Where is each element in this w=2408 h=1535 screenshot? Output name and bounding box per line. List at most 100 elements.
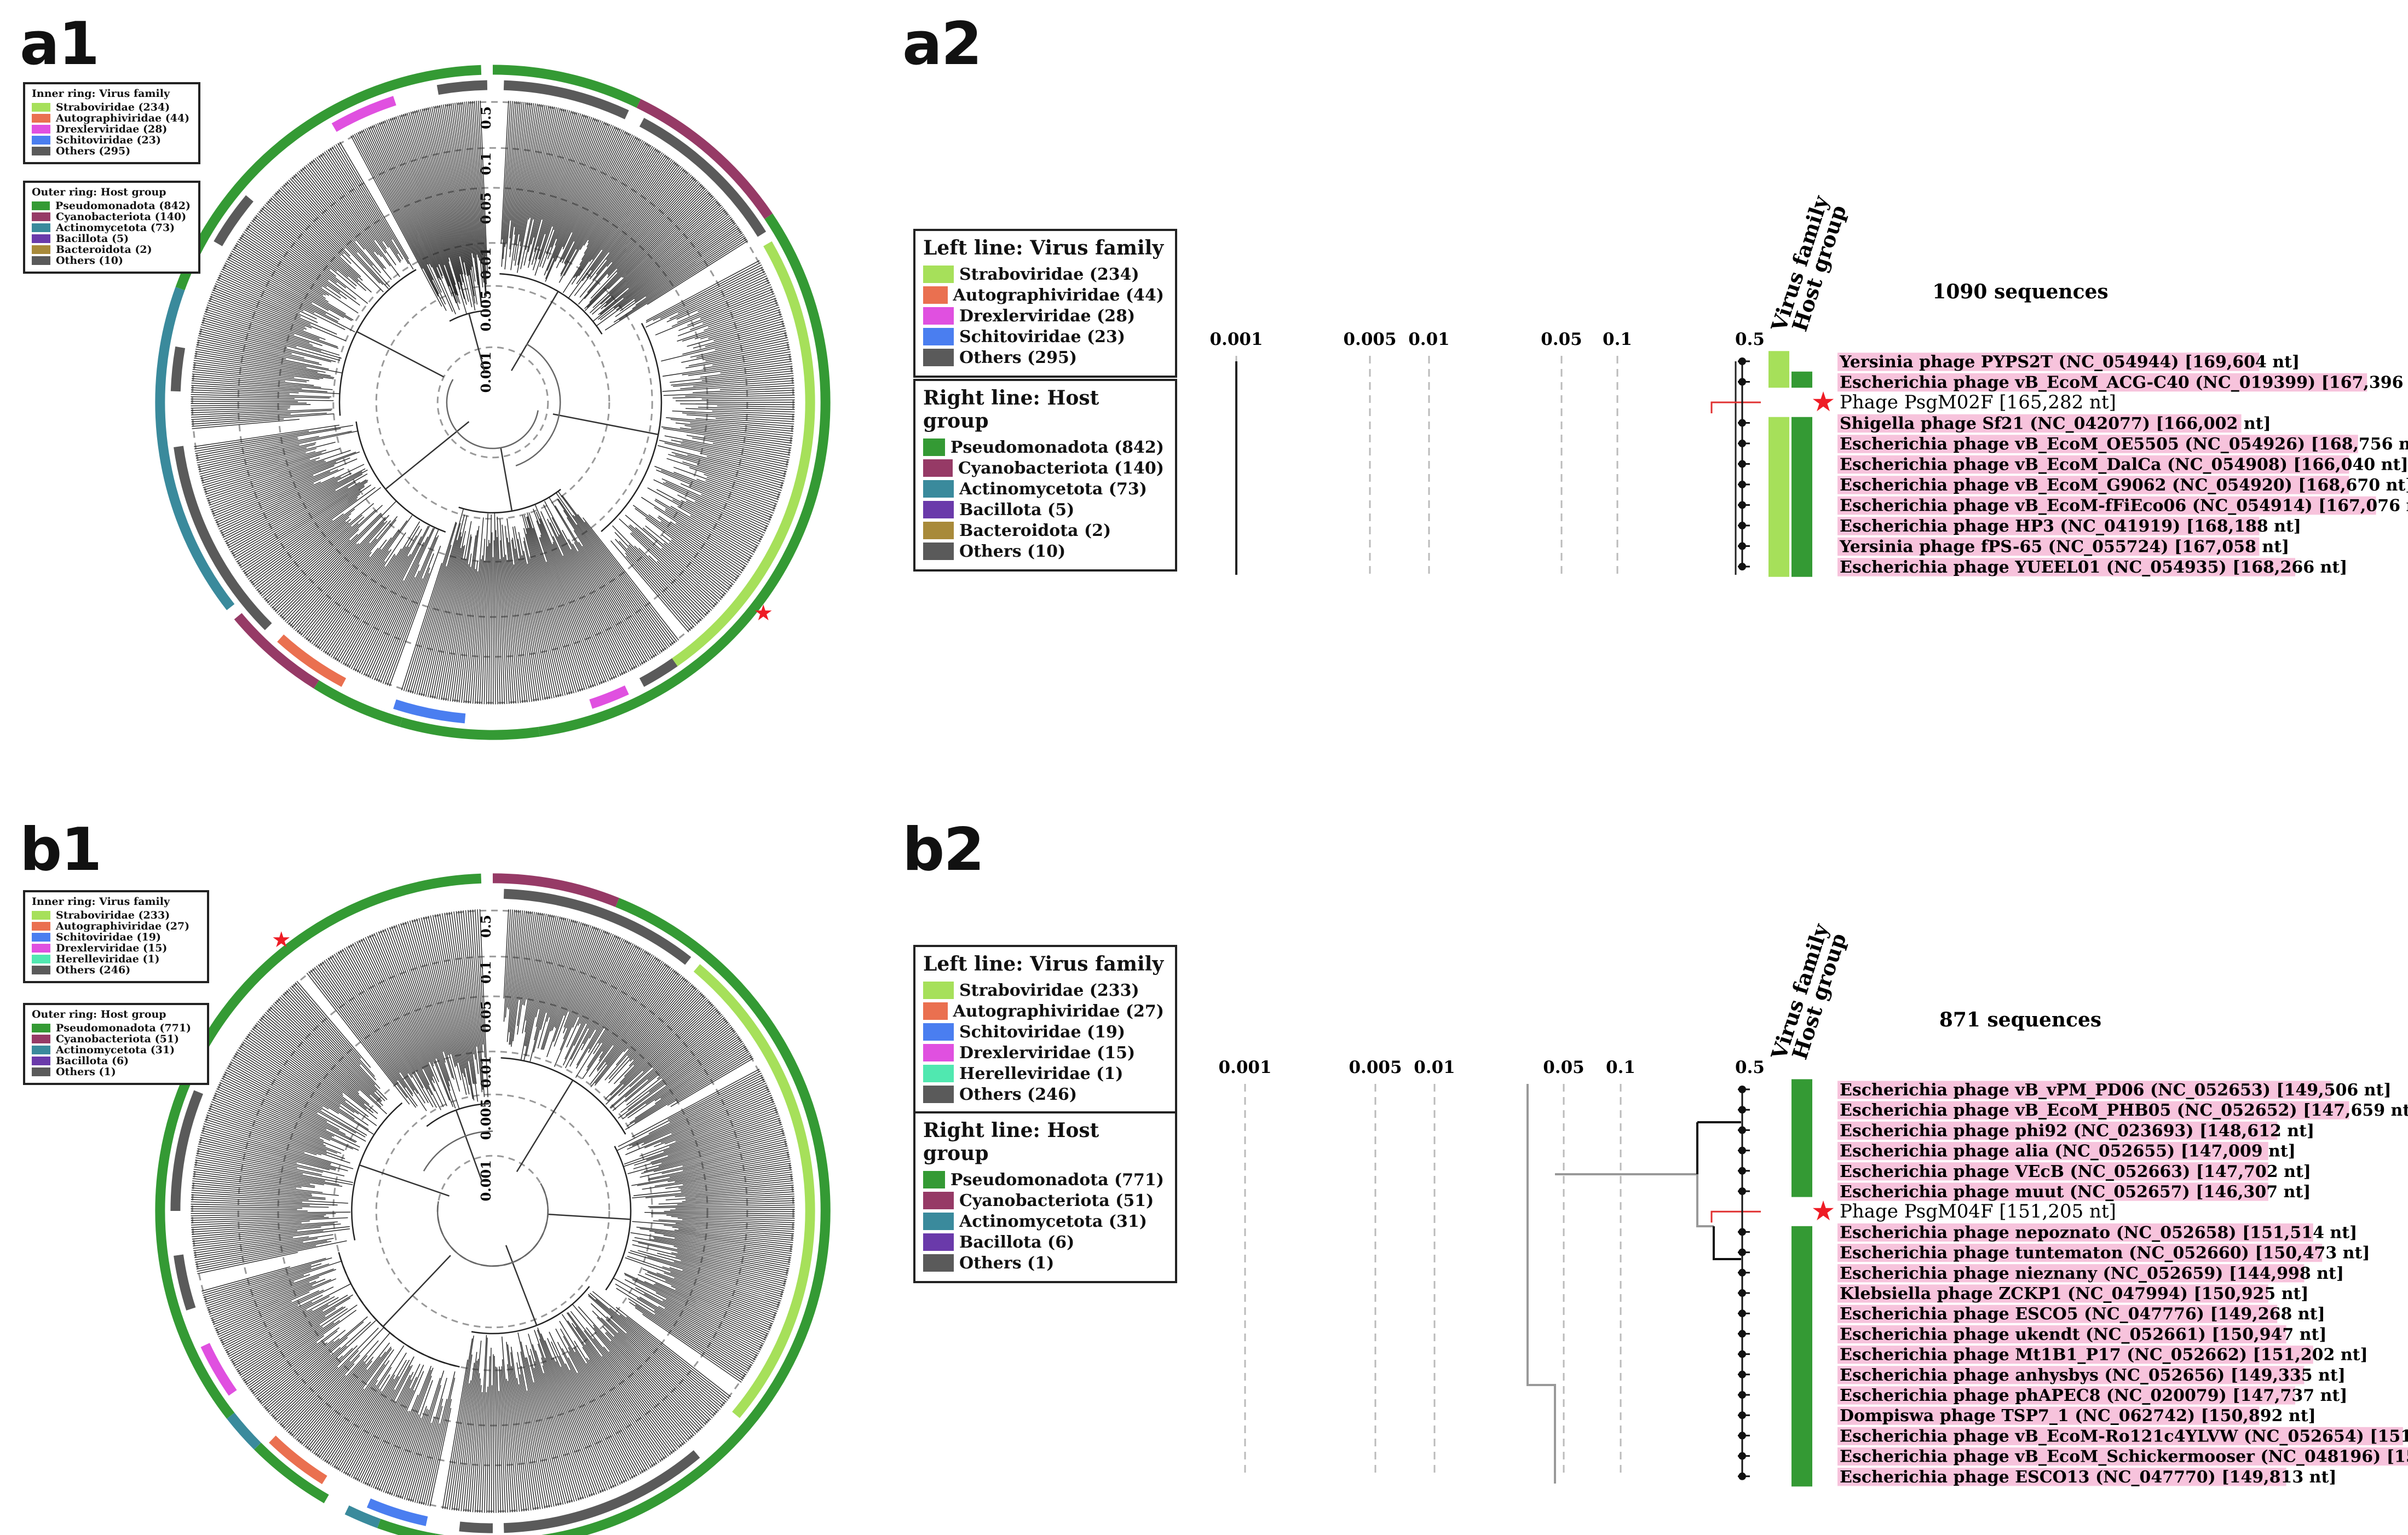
tree-branch (211, 291, 307, 330)
tree-branch (206, 307, 322, 347)
tree-branch (517, 539, 548, 700)
tree-branch (212, 289, 306, 328)
tree-branch (265, 526, 352, 602)
leaf-label: Escherichia phage vB_vPM_PD06 (NC_052653… (1840, 1081, 2392, 1100)
tree-branch (459, 526, 480, 703)
tree-branch (320, 1360, 390, 1460)
tree-branch (476, 101, 487, 285)
tree-branch (204, 459, 310, 493)
tree-branch (666, 275, 768, 322)
tree-branch (613, 216, 731, 309)
tree-branch (192, 373, 314, 386)
tree-branch (509, 910, 523, 1045)
tree-branch (608, 191, 709, 290)
tree-branch (594, 976, 684, 1086)
tree-branch (642, 527, 725, 597)
tree-branch (356, 1375, 411, 1481)
tree-branch (533, 1382, 564, 1505)
tree-branch (285, 182, 381, 284)
tree-branch (569, 1370, 625, 1483)
tree-branch (666, 458, 781, 496)
legend-label: Cyanobacteriota (140) (958, 458, 1164, 478)
tree-branch (295, 174, 382, 273)
tree-branch (554, 933, 612, 1067)
tree-branch (348, 554, 411, 668)
tree-branch (609, 1308, 725, 1405)
tree-branch (527, 563, 557, 698)
panel-label-b2: b2 (902, 816, 984, 884)
leaf-label: Escherichia phage HP3 (NC_041919) [168,1… (1840, 517, 2301, 536)
tree-branch (500, 1370, 509, 1513)
tree-branch (663, 356, 792, 377)
legend-label: Drexlerviridae (15) (959, 1043, 1136, 1063)
tree-branch (682, 440, 789, 463)
tree-branch (656, 1022, 729, 1080)
tree-branch (191, 1222, 302, 1231)
legend-label: Bacteroidota (2) (959, 521, 1111, 540)
tree-branch (362, 938, 444, 1107)
tree-branch (640, 1228, 793, 1248)
tree-branch (470, 1378, 481, 1513)
tree-branch (191, 391, 332, 397)
tree-branch (249, 223, 360, 306)
tree-branch (308, 1357, 381, 1451)
tree-branch (694, 311, 781, 339)
tree-branch (534, 113, 579, 260)
tree-branch (577, 524, 665, 651)
tree-branch (705, 344, 790, 362)
tree-branch (653, 1139, 787, 1172)
tree-branch (197, 1150, 353, 1183)
tree-branch (191, 413, 334, 425)
tree-branch (658, 1219, 794, 1228)
tree-branch (579, 169, 686, 298)
tree-branch (232, 1311, 324, 1365)
tree-branch (250, 513, 344, 584)
tree-branch (416, 110, 463, 285)
legend-swatch (923, 328, 954, 345)
tree-branch (661, 426, 792, 446)
tree-branch (515, 549, 539, 701)
tree-branch (423, 916, 459, 1063)
tree-branch (234, 245, 329, 303)
tree-branch (337, 143, 414, 270)
tree-branch (203, 315, 321, 351)
tree-branch (318, 155, 396, 266)
tree-branch (246, 1320, 340, 1387)
legend-swatch (923, 1171, 945, 1188)
leaf-highlight (1837, 435, 2358, 453)
tree-branch (681, 500, 761, 543)
tree-branch (633, 1124, 782, 1169)
tree-branch (540, 534, 596, 686)
tree-branch (226, 1309, 307, 1353)
tree-branch (563, 1336, 642, 1474)
tree-branch (310, 970, 408, 1098)
tree-branch (255, 1342, 325, 1398)
tree-branch (650, 1122, 782, 1163)
tree-branch (429, 1407, 452, 1507)
tree-branch (314, 967, 398, 1081)
tree-branch (204, 311, 313, 346)
tree-branch (595, 948, 643, 1030)
tree-branch (627, 979, 687, 1049)
tree-branch (196, 1152, 303, 1175)
legend-swatch (923, 1065, 954, 1082)
tree-branch (191, 1192, 309, 1201)
legend-item: Drexlerviridae (28) (923, 305, 1164, 326)
tree-branch (275, 192, 341, 256)
tree-branch (251, 1028, 369, 1117)
tree-branch (216, 1291, 310, 1334)
legend-item: Actinomycetota (31) (32, 1044, 199, 1056)
tree-branch (511, 539, 534, 702)
tree-branch (333, 1390, 382, 1468)
tree-branch (675, 523, 745, 569)
tree-branch (408, 112, 461, 290)
tree-branch (463, 561, 478, 703)
tree-branch (560, 1328, 644, 1473)
tree-branch (221, 1305, 298, 1343)
tree-branch (271, 1005, 382, 1107)
tree-branch (306, 547, 379, 640)
leaf-label: Escherichia phage vB_EcoM_Schickermooser… (1840, 1447, 2408, 1467)
tree-branch (281, 1328, 379, 1427)
tree-branch (191, 1201, 310, 1206)
tree-branch (610, 1012, 721, 1109)
